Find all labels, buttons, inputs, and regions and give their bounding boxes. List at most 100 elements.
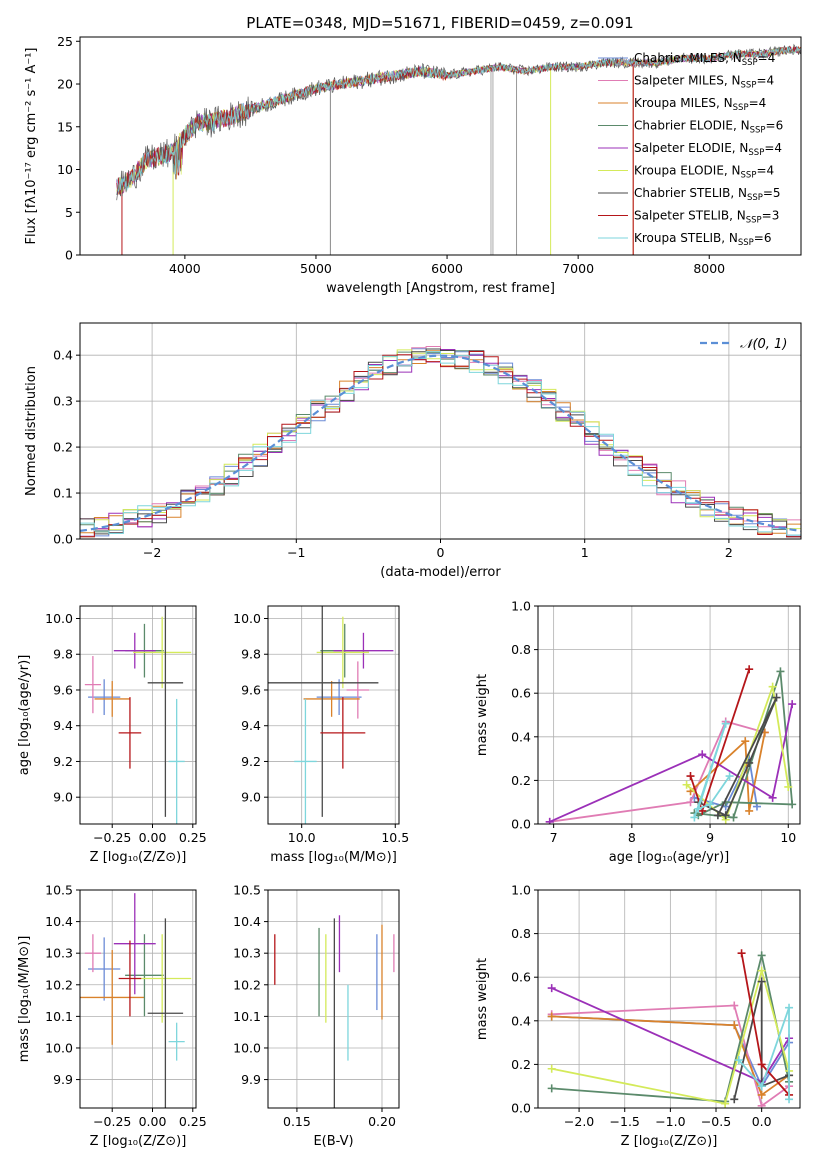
y-tick-label: 0.0	[511, 1101, 531, 1116]
weight-marker-ChabrierELODIE	[547, 1084, 556, 1093]
weight-line-KroupaMILES	[551, 1015, 790, 1097]
x-tick-label: 10.0	[288, 830, 316, 845]
x-tick-label: 0.25	[179, 1114, 207, 1129]
y-tick-label: 9.0	[241, 790, 261, 805]
weight-line-SalpeterMILES	[551, 1004, 790, 1108]
y-tick-label: 9.6	[241, 682, 261, 697]
legend-label-ChabrierELODIE: Chabrier ELODIE, NSSP=6	[634, 119, 783, 136]
legend-label-KroupaMILES: Kroupa MILES, NSSP=4	[634, 96, 766, 113]
errorbars	[80, 893, 192, 1108]
weight-marker-KroupaMILES	[547, 1012, 556, 1021]
panel-residuals: −2 −1 0 1 2 0.0 0.1 0.2 0.3 0.4 (data-model)/error…	[24, 322, 802, 580]
plot-area-residuals	[80, 346, 801, 538]
x-tick-label: 10	[780, 830, 796, 845]
y-axis-label: mass weight	[475, 674, 490, 756]
y-tick-label: 9.8	[241, 647, 261, 662]
weight-marker-KroupaSTELIB	[785, 1095, 794, 1104]
weight-line-KroupaELODIE	[551, 967, 790, 1105]
legend-label-normal: 𝒩(0, 1)	[740, 337, 787, 352]
y-tick-label: 9.4	[241, 718, 261, 733]
spectrum-line-ChabrierSTELIB	[116, 43, 801, 201]
y-tick-label: 0.0	[53, 532, 73, 547]
y-tick-label: 20	[57, 77, 73, 92]
y-tick-label: 5	[65, 205, 73, 220]
weight-line-SalpeterMILES	[549, 720, 766, 823]
y-tick-label: 10.5	[233, 883, 261, 898]
panel-age_vs_mass: 10.0 10.5 9.0 9.2 9.4 9.6 9.8 10.0 mass [log₁₀(M…	[233, 605, 409, 865]
weight-marker-ChabrierSTELIB	[745, 758, 754, 767]
plot-area-weight_vs_age	[545, 665, 797, 824]
x-axis-label: wavelength [Angstrom, rest frame]	[326, 281, 555, 296]
weight-marker-ChabrierELODIE	[729, 813, 738, 822]
x-tick-label: −0.25	[93, 1114, 131, 1129]
weight-marker-SalpeterELODIE	[788, 700, 797, 709]
figure-title: PLATE=0348, MJD=51671, FIBERID=0459, z=0…	[246, 14, 633, 32]
weight-marker-ChabrierSTELIB	[757, 977, 766, 986]
weight-marker-ChabrierSTELIB	[730, 1095, 739, 1104]
x-tick-label: −1.5	[610, 1114, 640, 1129]
histogram-steps	[80, 346, 801, 538]
legend-label-KroupaELODIE: Kroupa ELODIE, NSSP=4	[634, 164, 774, 181]
axes-frame	[79, 36, 802, 256]
legend-label-SalpeterSTELIB: Salpeter STELIB, NSSP=3	[634, 209, 779, 226]
legend-label-ChabrierSTELIB: Chabrier STELIB, NSSP=5	[634, 186, 781, 203]
weight-marker-KroupaELODIE	[682, 780, 691, 789]
panel-weight_vs_age: 7 8 9 10 0.0 0.2 0.4 0.6 0.8 1.0 age [log₁₀(age/yr…	[475, 599, 801, 865]
weight-marker-SalpeterSTELIB	[745, 665, 754, 674]
weight-marker-KroupaMILES	[745, 806, 754, 815]
x-axis-label: Z [log₁₀(Z/Z⊙)]	[90, 850, 187, 865]
weight-marker-KroupaSTELIB	[694, 804, 703, 813]
weight-line-KroupaSTELIB	[738, 1007, 790, 1100]
weight-marker-ChabrierSTELIB	[721, 811, 730, 820]
x-axis-label: (data-model)/error	[380, 565, 501, 580]
x-tick-label: 4000	[169, 261, 201, 276]
x-tick-label: 0.0	[752, 1114, 772, 1129]
y-tick-label: 1.0	[511, 599, 531, 614]
y-axis-label: mass weight	[475, 958, 490, 1040]
weight-marker-SalpeterELODIE	[768, 793, 777, 802]
x-tick-label: −1	[287, 545, 305, 560]
y-tick-label: 10.4	[45, 914, 73, 929]
legend-label-ChabrierMILES: Chabrier MILES, NSSP=4	[634, 51, 775, 68]
errorbars	[84, 606, 192, 824]
y-tick-label: 0.2	[511, 1057, 531, 1072]
y-tick-label: 9.2	[241, 754, 261, 769]
x-axis-label: mass [log₁₀(M/M⊙)]	[270, 850, 397, 865]
y-axis-label: Normed distribution	[24, 366, 39, 496]
x-tick-label: 8000	[693, 261, 725, 276]
axes-frame	[79, 605, 197, 825]
y-tick-label: 0.3	[53, 394, 73, 409]
weight-marker-ChabrierSTELIB	[772, 693, 781, 702]
y-tick-label: 9.4	[53, 718, 73, 733]
axes-frame	[267, 889, 400, 1109]
panel-spectrum: 4000 5000 6000 7000 8000 0 5 10 15 20 25 wavelength…	[24, 34, 802, 296]
plot-area-mass_vs_Z	[80, 893, 192, 1108]
x-tick-label: 0.20	[368, 1114, 396, 1129]
plot-area-mass_vs_ebv	[274, 915, 395, 1108]
weight-marker-SalpeterSTELIB	[737, 949, 746, 958]
y-tick-label: 9.2	[53, 754, 73, 769]
weight-marker-KroupaELODIE	[784, 782, 793, 791]
y-tick-label: 10.0	[45, 611, 73, 626]
plot-area-spectrum	[116, 43, 801, 255]
x-tick-label: −2.0	[564, 1114, 594, 1129]
x-tick-label: −2	[143, 545, 161, 560]
legend-label-SalpeterELODIE: Salpeter ELODIE, NSSP=4	[634, 141, 782, 158]
x-tick-label: 6000	[431, 261, 463, 276]
weight-marker-KroupaMILES	[730, 1021, 739, 1030]
panel-weight_vs_Z: −2.0 −1.5 −1.0 −0.5 0.0 0.0 0.2 0.4 0.6 0.8 1.0 Z […	[475, 883, 801, 1149]
y-tick-label: 10.4	[233, 914, 261, 929]
x-tick-label: 0.25	[179, 830, 207, 845]
y-tick-label: 9.6	[53, 682, 73, 697]
y-tick-label: 0.2	[53, 440, 73, 455]
y-tick-label: 0.4	[511, 1013, 531, 1028]
x-axis-label: Z [log₁₀(Z/Z⊙)]	[90, 1134, 187, 1149]
y-tick-label: 10	[57, 162, 73, 177]
x-axis-label: E(B-V)	[313, 1134, 353, 1149]
axes-frame	[537, 605, 801, 825]
weight-marker-SalpeterELODIE	[698, 750, 707, 759]
weight-marker-SalpeterELODIE	[545, 817, 554, 824]
weight-marker-KroupaSTELIB	[690, 813, 699, 822]
y-tick-label: 10.0	[233, 611, 261, 626]
